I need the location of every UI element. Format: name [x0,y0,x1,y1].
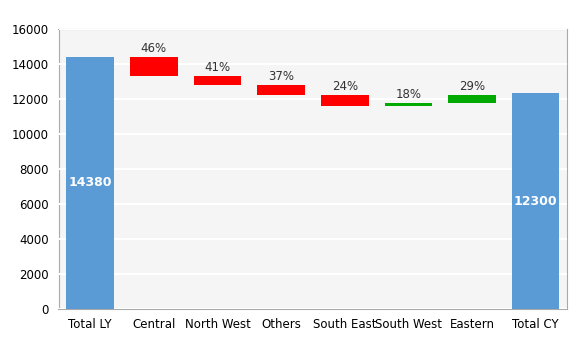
Bar [130,57,178,76]
Text: 37%: 37% [268,70,294,83]
Text: 14380: 14380 [68,176,112,190]
Text: 18%: 18% [395,88,421,101]
Bar [67,57,114,309]
Bar [512,93,559,309]
Bar [384,103,432,106]
Text: 12300: 12300 [514,195,558,208]
Bar [194,76,242,85]
Text: 29%: 29% [459,80,485,93]
Text: 24%: 24% [332,80,358,93]
Bar [257,85,305,95]
Text: 46%: 46% [141,42,167,55]
Bar [448,95,496,103]
Text: 41%: 41% [205,61,230,74]
Bar [321,95,369,106]
